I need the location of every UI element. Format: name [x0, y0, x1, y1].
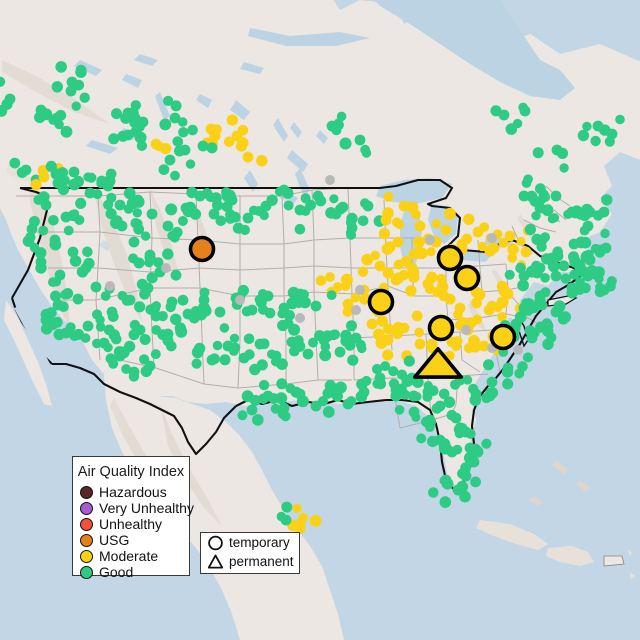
legend-label-hazardous: Hazardous	[99, 484, 167, 500]
highlighted-site-circle[interactable]	[489, 323, 517, 351]
legend-item-permanent: permanent	[201, 552, 299, 571]
legend-label-usg: USG	[99, 532, 130, 548]
hudson-bay	[373, 0, 575, 100]
land-puerto-rico	[603, 555, 625, 567]
legend-label-moderate: Moderate	[99, 548, 159, 564]
swatch-hazardous-icon	[80, 485, 93, 499]
land-hispaniola	[546, 546, 594, 566]
swatch-moderate-icon	[80, 549, 93, 563]
highlighted-site-triangle[interactable]	[413, 347, 463, 379]
highlighted-site-circle[interactable]	[188, 235, 216, 263]
swatch-good-icon	[80, 565, 93, 579]
highlighted-site-circle[interactable]	[427, 314, 455, 342]
highlighted-site-circle[interactable]	[367, 288, 395, 316]
legend-item-hazardous: Hazardous	[73, 484, 189, 500]
legend-label-very-unhealthy: Very Unhealthy	[99, 500, 194, 516]
swatch-usg-icon	[80, 533, 93, 547]
triangle-outline-icon	[207, 554, 224, 569]
highlighted-site-circle[interactable]	[453, 264, 481, 292]
legend-item-moderate: Moderate	[73, 548, 189, 564]
aqi-legend: Air Quality Index Hazardous Very Unhealt…	[72, 456, 194, 580]
legend-item-very-unhealthy: Very Unhealthy	[73, 500, 194, 516]
highlighted-site-circle[interactable]	[436, 244, 464, 272]
legend-item-unhealthy: Unhealthy	[73, 516, 189, 532]
swatch-unhealthy-icon	[80, 517, 93, 531]
land-cuba	[476, 520, 548, 550]
legend-label-permanent: permanent	[229, 554, 294, 569]
circle-outline-icon	[208, 535, 223, 551]
legend-item-usg: USG	[73, 532, 189, 548]
site-type-legend: temporary permanent	[200, 532, 300, 574]
lake-superior	[376, 178, 452, 204]
legend-label-temporary: temporary	[229, 535, 290, 550]
gulf-of-california	[14, 306, 66, 400]
baja-california	[4, 300, 52, 406]
aqi-legend-title: Air Quality Index	[77, 464, 185, 480]
legend-item-temporary: temporary	[201, 533, 299, 552]
legend-label-good: Good	[99, 564, 134, 580]
swatch-very-unhealthy-icon	[80, 501, 93, 515]
land-lesser-antilles	[628, 550, 635, 579]
legend-item-good: Good	[73, 564, 189, 580]
land-bahamas	[529, 460, 590, 506]
legend-label-unhealthy: Unhealthy	[99, 516, 163, 532]
